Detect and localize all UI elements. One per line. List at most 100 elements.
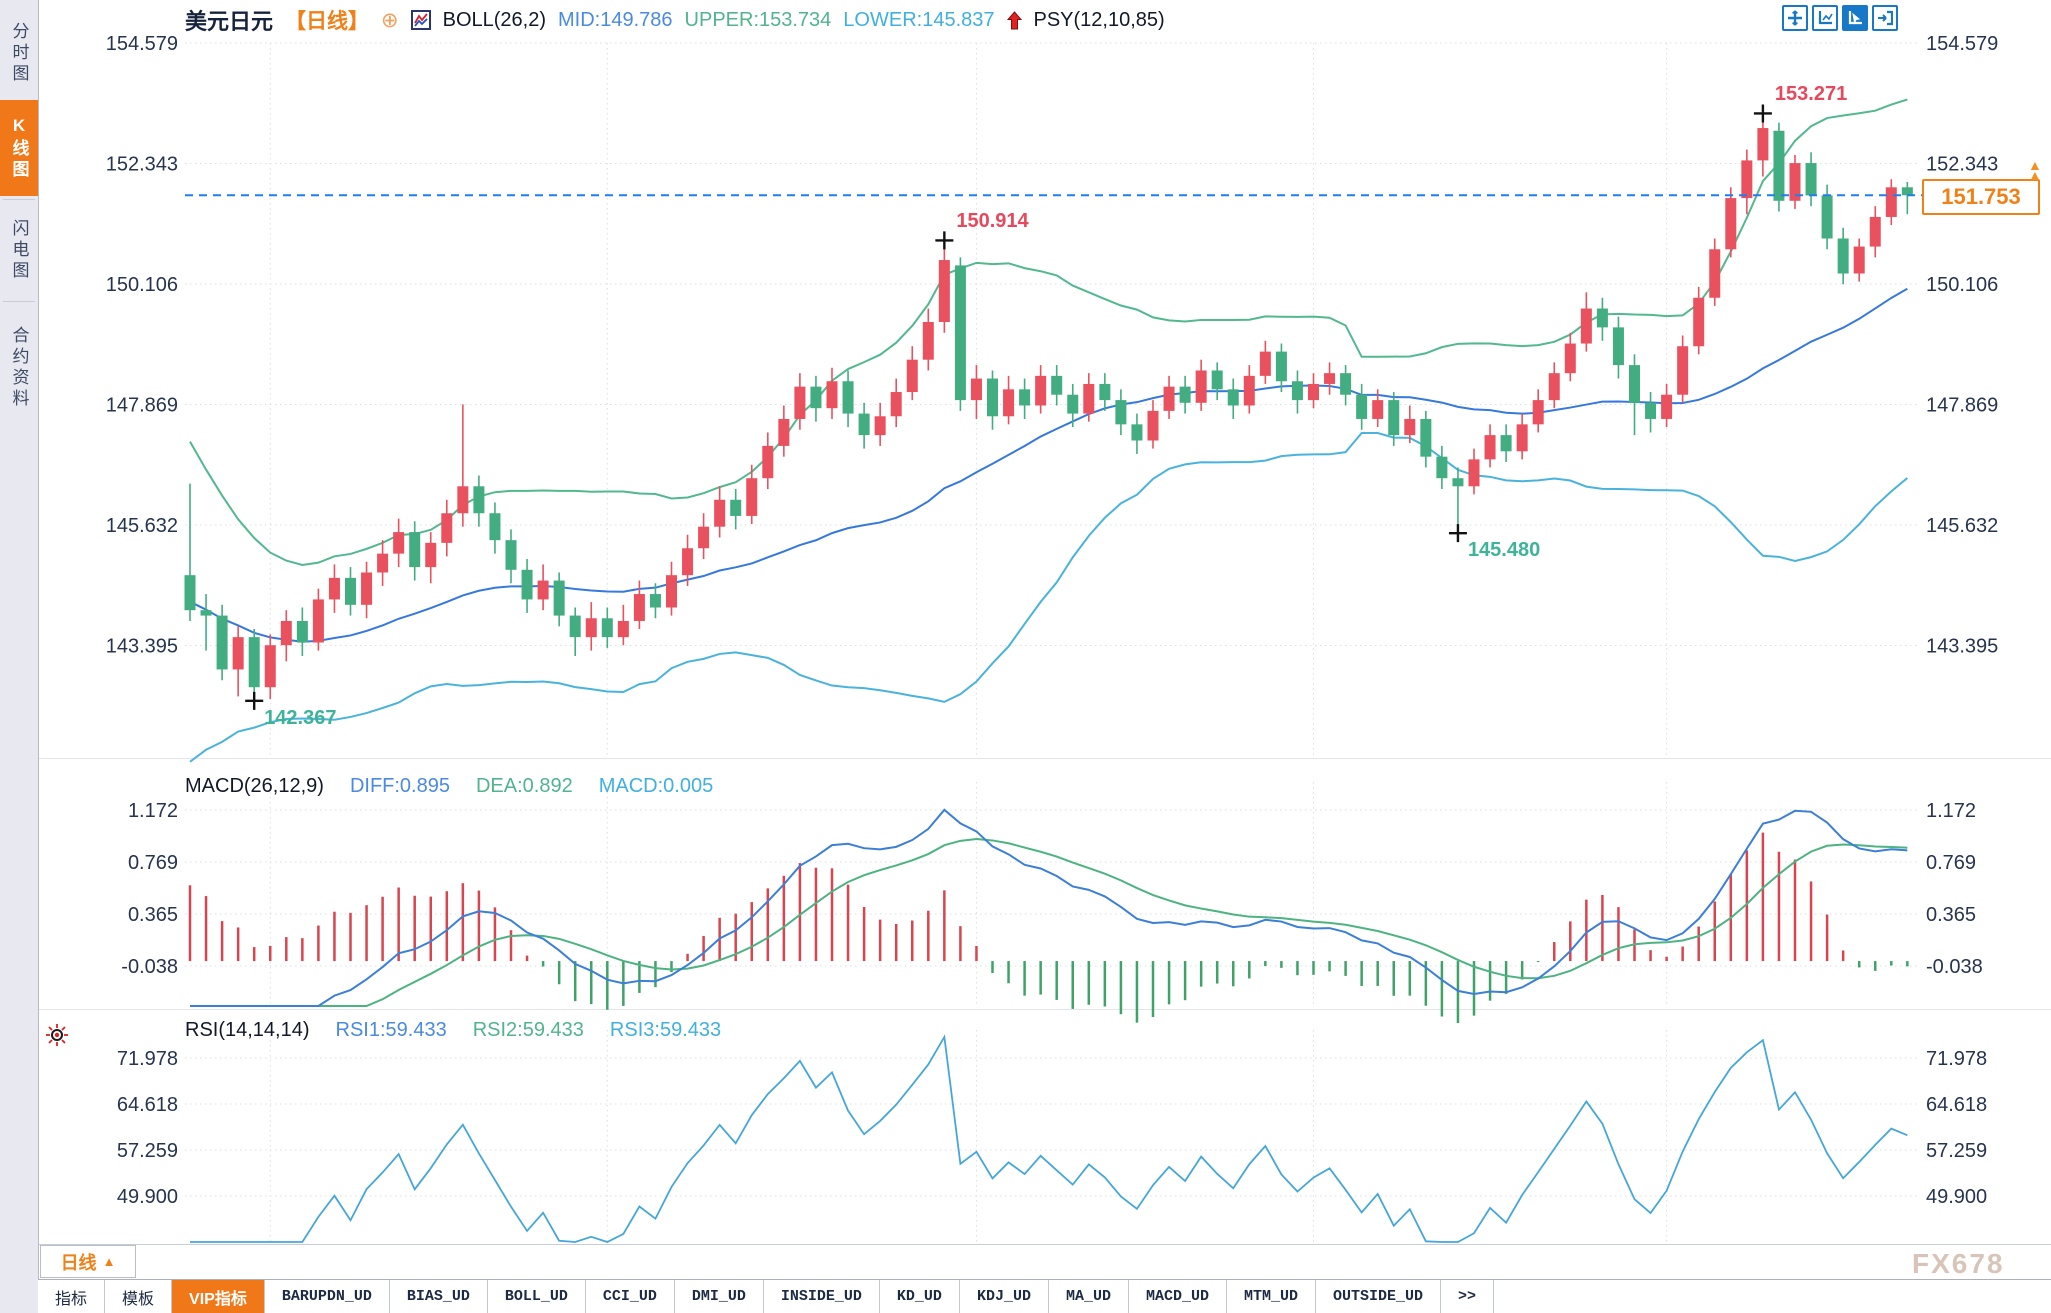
- axis-label: 143.395: [106, 635, 178, 657]
- macd-hist-bar: [429, 896, 432, 962]
- tabbar-filler: [1494, 1280, 2051, 1313]
- price-annotation: 153.271: [1774, 83, 1848, 106]
- candle: [1388, 400, 1400, 436]
- macd-hist-bar: [1135, 961, 1139, 1023]
- macd-hist-bar: [1408, 961, 1412, 996]
- candle: [505, 540, 517, 570]
- macd-hist-bar: [1793, 859, 1797, 962]
- candle: [1275, 351, 1287, 382]
- macd-hist-bar: [397, 887, 400, 962]
- tab-cci_ud[interactable]: CCI_UD: [586, 1280, 675, 1313]
- candle: [1211, 370, 1223, 390]
- macd-hist-bar: [750, 902, 753, 962]
- macd-hist-bar: [1119, 961, 1123, 1015]
- tab-kdj_ud[interactable]: KDJ_UD: [960, 1280, 1049, 1313]
- macd-hist-bar: [1151, 961, 1155, 1018]
- candle: [425, 542, 437, 568]
- macd-hist-bar: [204, 896, 208, 962]
- macd-hist-bar: [1183, 961, 1187, 1001]
- tab-模板[interactable]: 模板: [105, 1280, 173, 1313]
- macd-hist-bar: [1280, 961, 1283, 968]
- candle: [922, 321, 934, 360]
- rsi1-value: RSI1:59.433: [335, 1019, 447, 1041]
- candle: [906, 359, 918, 393]
- macd-hist-bar: [349, 912, 352, 962]
- chart-toolbar: [1782, 5, 1898, 31]
- axis-scale-icon[interactable]: [1812, 5, 1838, 31]
- sidebar-item-1[interactable]: 分时图: [9, 21, 29, 85]
- extreme-marker-icon: [1448, 524, 1467, 543]
- axis-label: 64.618: [117, 1094, 178, 1116]
- macd-hist-bar: [365, 905, 368, 962]
- candle: [1532, 400, 1544, 425]
- axis-label: 71.978: [1926, 1048, 1987, 1070]
- tab-macd_ud[interactable]: MACD_UD: [1129, 1280, 1227, 1313]
- macd-hist-bar: [1296, 961, 1299, 976]
- sidebar-item-3[interactable]: 闪电图: [9, 218, 29, 282]
- macd-hist-bar: [236, 927, 240, 962]
- candle: [248, 637, 260, 688]
- macd-hist-bar: [301, 938, 304, 962]
- tab-ma_ud[interactable]: MA_UD: [1049, 1280, 1129, 1313]
- macd-hist-bar: [1585, 899, 1588, 962]
- macd-hist-bar: [1392, 961, 1395, 996]
- candle: [1901, 187, 1913, 196]
- macd-hist-bar: [1713, 901, 1716, 962]
- candle: [377, 553, 389, 573]
- sidebar-item-2[interactable]: K线图: [0, 100, 38, 196]
- macd-hist-bar: [1055, 961, 1058, 1000]
- candle: [216, 615, 228, 670]
- sun-icon[interactable]: [44, 1022, 70, 1048]
- candle: [682, 548, 694, 576]
- axis-label: 0.365: [128, 904, 178, 926]
- period-selector-button[interactable]: 日线 ▲: [40, 1245, 136, 1278]
- macd-header: MACD(26,12,9) DIFF:0.895 DEA:0.892 MACD:…: [185, 775, 713, 798]
- pan-icon[interactable]: [1782, 5, 1808, 31]
- sidebar-divider: [3, 301, 35, 302]
- candle: [441, 513, 453, 543]
- candle: [312, 599, 324, 643]
- tab-outside_ud[interactable]: OUTSIDE_UD: [1316, 1280, 1442, 1313]
- macd-hist-bar: [509, 930, 513, 962]
- macd-hist-bar: [1360, 961, 1363, 987]
- candle: [1661, 394, 1673, 419]
- macd-hist-bar: [333, 911, 336, 962]
- candle: [633, 594, 645, 621]
- candle: [521, 569, 533, 600]
- tab-vip指标[interactable]: VIP指标: [172, 1280, 265, 1313]
- tab-mtm_ud[interactable]: MTM_UD: [1227, 1280, 1316, 1313]
- candle: [1243, 375, 1255, 406]
- candle: [842, 381, 854, 414]
- tab-指标[interactable]: 指标: [38, 1280, 106, 1313]
- tab-barupdn_ud[interactable]: BARUPDN_UD: [265, 1280, 390, 1313]
- pointer-chart-icon[interactable]: [1842, 5, 1868, 31]
- candle: [762, 445, 774, 479]
- candle: [1741, 160, 1753, 199]
- chart-type-icon[interactable]: [410, 10, 431, 30]
- macd-hist-bar: [975, 946, 978, 962]
- add-indicator-icon[interactable]: ⊕: [381, 8, 399, 32]
- tab-inside_ud[interactable]: INSIDE_UD: [764, 1280, 880, 1313]
- boll-upper-value: UPPER:153.734: [684, 8, 832, 31]
- candle: [746, 478, 758, 516]
- macd-macd-value: MACD:0.005: [598, 775, 714, 797]
- macd-hist-bar: [670, 961, 673, 973]
- macd-hist-bar: [252, 947, 256, 962]
- candle: [1083, 383, 1095, 414]
- tab-dmi_ud[interactable]: DMI_UD: [675, 1280, 764, 1313]
- tab->>[interactable]: >>: [1441, 1280, 1495, 1313]
- sidebar-item-4[interactable]: 合约资料: [9, 326, 29, 410]
- exit-right-icon[interactable]: [1872, 5, 1898, 31]
- panel-divider: [38, 758, 2051, 759]
- candle: [826, 381, 838, 409]
- tab-boll_ud[interactable]: BOLL_UD: [488, 1280, 586, 1313]
- tab-kd_ud[interactable]: KD_UD: [880, 1280, 960, 1313]
- axis-label: 147.869: [1926, 394, 1998, 416]
- axis-label: 0.769: [1926, 852, 1976, 874]
- macd-hist-bar: [734, 913, 737, 962]
- axis-label: 154.579: [106, 33, 178, 55]
- psy-label: PSY(12,10,85): [1033, 8, 1165, 31]
- candle: [954, 265, 966, 401]
- tab-bias_ud[interactable]: BIAS_UD: [390, 1280, 488, 1313]
